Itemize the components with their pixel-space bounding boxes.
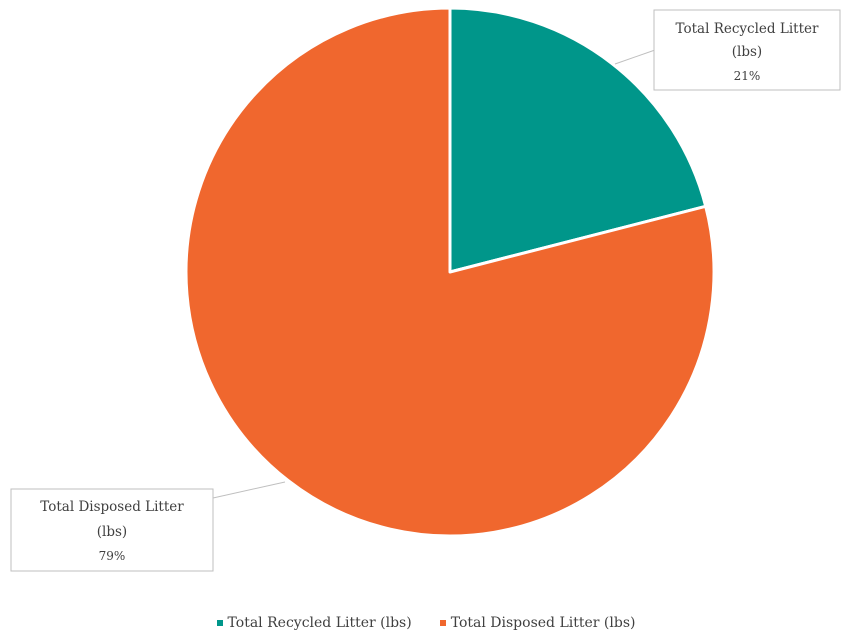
callout-leader-recycled — [614, 49, 656, 65]
pie-slices — [184, 6, 716, 538]
callout-label-recycled-line1: Total Recycled Litter — [676, 21, 819, 37]
pie-slice-recycled[interactable] — [448, 6, 708, 274]
callout-disposed: Total Disposed Litter (lbs) 79% — [10, 481, 286, 572]
callout-label-disposed-line2: (lbs) — [97, 524, 127, 540]
callout-leader-disposed — [212, 481, 286, 499]
legend-item-disposed[interactable]: Total Disposed Litter (lbs) — [439, 615, 636, 631]
legend-item-recycled[interactable]: Total Recycled Litter (lbs) — [216, 615, 412, 631]
chart-legend: Total Recycled Litter (lbs) Total Dispos… — [0, 613, 852, 633]
callout-pct-recycled: 21% — [734, 69, 761, 83]
callout-label-disposed-line1: Total Disposed Litter — [40, 499, 184, 515]
callout-label-recycled-line2: (lbs) — [732, 44, 762, 60]
callout-box-recycled — [653, 9, 841, 91]
pie-chart-svg: Total Recycled Litter (lbs) 21% Total Di… — [10, 6, 841, 572]
callout-box-disposed — [10, 488, 214, 572]
callout-pct-disposed: 79% — [99, 549, 126, 563]
legend-swatch-disposed — [439, 620, 446, 626]
legend-label-recycled: Total Recycled Litter (lbs) — [227, 615, 412, 631]
legend-swatch-recycled — [216, 620, 223, 626]
pie-slice-disposed[interactable] — [184, 6, 716, 538]
callout-recycled: Total Recycled Litter (lbs) 21% — [614, 9, 841, 91]
legend-label-disposed: Total Disposed Litter (lbs) — [450, 615, 636, 631]
